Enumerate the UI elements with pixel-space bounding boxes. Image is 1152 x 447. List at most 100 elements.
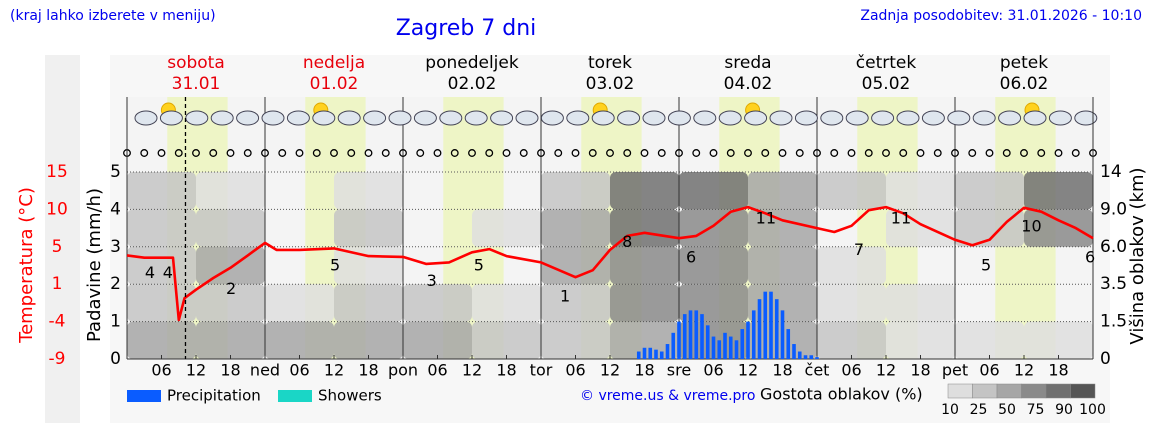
- precipitation-bar: [636, 351, 641, 359]
- wind-calm: [968, 149, 977, 157]
- precipitation-bar: [803, 355, 808, 359]
- cloud: [261, 110, 285, 126]
- wind-calm: [295, 149, 304, 157]
- cloud-cell: [403, 321, 472, 359]
- cloud-cell: [334, 246, 403, 285]
- precipitation-bar: [786, 329, 791, 359]
- x-tick-label: čet: [805, 361, 830, 380]
- cloud: [642, 110, 666, 126]
- cloud: [134, 110, 158, 126]
- wind-calm: [226, 149, 235, 157]
- weather-icon: [134, 110, 158, 126]
- day-date: 06.02: [1000, 74, 1049, 94]
- y2-tick-label: 0: [1100, 349, 1111, 369]
- temperature-tick-label: 1: [52, 274, 63, 294]
- cloud-cell: [472, 284, 541, 322]
- precipitation-bar: [746, 321, 750, 359]
- day-name: petek: [1000, 53, 1048, 73]
- weather-icon: [1023, 102, 1047, 126]
- weather-icon: [871, 110, 895, 126]
- wind-calm: [485, 149, 494, 157]
- cloud-cell: [472, 209, 541, 247]
- cloud-cell: [817, 284, 886, 322]
- temperature-label: 10: [1021, 216, 1041, 235]
- temperature-tick-label: 10: [46, 199, 68, 219]
- cloud-cell: [196, 172, 265, 210]
- precipitation-bar: [815, 357, 819, 359]
- temperature-tick-label: 15: [46, 162, 68, 182]
- weather-icon: [261, 110, 285, 126]
- wind-calm: [537, 149, 545, 157]
- cloud: [1023, 110, 1047, 126]
- wind-calm: [606, 149, 614, 157]
- temperature-label: 1: [560, 287, 570, 306]
- wind-calm: [502, 149, 511, 157]
- weather-icon: [540, 110, 564, 126]
- wind-calm: [433, 149, 442, 157]
- wind-calm: [985, 149, 994, 157]
- cloud: [286, 110, 310, 126]
- wind-calm: [330, 149, 338, 157]
- temperature-label: 8: [622, 232, 632, 251]
- x-tick-label: 06: [703, 361, 723, 380]
- precipitation-bar: [654, 349, 658, 359]
- day-name: sobota: [167, 53, 225, 73]
- cloud-cell: [886, 321, 955, 359]
- x-tick-label: sre: [667, 361, 691, 380]
- wind-calm: [312, 149, 321, 157]
- wind-calm: [709, 149, 718, 157]
- cloud: [871, 110, 895, 126]
- wind-calm: [623, 149, 632, 157]
- weather-icon: [413, 110, 437, 126]
- wind-calm: [1020, 149, 1028, 157]
- cloud-legend-swatch: [947, 383, 973, 399]
- precipitation-bar: [734, 340, 739, 359]
- temperature-label: 5: [330, 255, 340, 274]
- day-name: nedelja: [303, 53, 365, 73]
- cloud-cell: [403, 284, 472, 322]
- day-name: sreda: [724, 53, 771, 73]
- cloud: [693, 110, 717, 126]
- cloud-cell: [265, 321, 334, 359]
- precipitation-bar: [740, 329, 745, 359]
- y-tick-label: 0: [110, 349, 121, 369]
- temperature-label: 11: [756, 209, 776, 228]
- temperature-axis-title: Temperatura (°C): [16, 187, 37, 344]
- temperature-label: 5: [981, 255, 991, 274]
- weather-icon: [1074, 110, 1098, 126]
- cloud-cell: [610, 172, 679, 210]
- cloud: [591, 110, 615, 126]
- x-tick-label: 06: [979, 361, 999, 380]
- cloud-cell: [817, 246, 886, 285]
- weather-icon: [363, 110, 387, 126]
- cloud-legend-label: 90: [1055, 402, 1073, 418]
- x-tick-label: 18: [358, 361, 378, 380]
- y2-tick-label: 14: [1100, 162, 1122, 182]
- temperature-tick-label: -4: [49, 312, 66, 332]
- cloud: [185, 110, 209, 126]
- wind-calm: [192, 149, 200, 157]
- temperature-label: 7: [854, 240, 864, 259]
- day-date: 03.02: [586, 74, 635, 94]
- x-tick-label: 12: [876, 361, 896, 380]
- cloud: [617, 110, 641, 126]
- cloud-cell: [127, 321, 196, 359]
- cloud-cell: [1024, 172, 1093, 210]
- cloud-cell: [886, 172, 955, 210]
- cloud-cell: [334, 172, 403, 210]
- legend-swatch: [127, 390, 161, 402]
- cloud-cell: [955, 172, 1024, 210]
- temperature-label: 11: [891, 209, 911, 228]
- cloud-cell: [334, 209, 403, 247]
- x-tick-label: 18: [220, 361, 240, 380]
- cloud: [667, 110, 691, 126]
- precipitation-bar: [792, 344, 796, 359]
- credit: © vreme.us & vreme.pro: [580, 388, 755, 404]
- weather-icon: [947, 110, 971, 126]
- left-strip: [45, 55, 80, 423]
- wind-calm: [347, 149, 356, 157]
- cloud: [566, 110, 590, 126]
- weather-icon: [642, 110, 666, 126]
- cloud-cell: [334, 321, 403, 359]
